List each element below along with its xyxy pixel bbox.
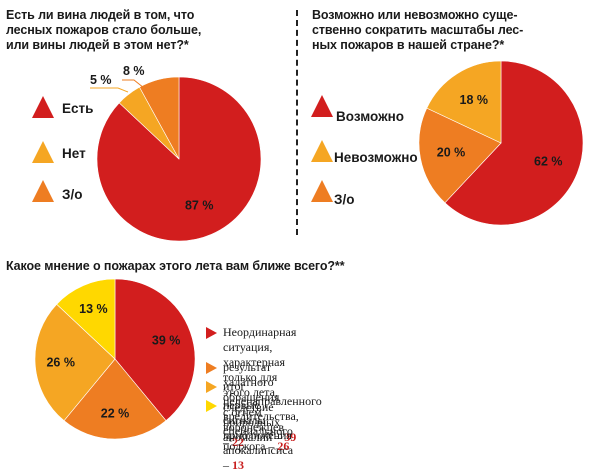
legend3-text: первые сигналы приближения апокалипсиса … bbox=[223, 398, 293, 473]
legend3-text: Неординарная ситуация, характерная тольк… bbox=[223, 325, 296, 445]
pie-chart-2: 62 % 20 % 18 % bbox=[418, 60, 584, 226]
pie2-label-0: 62 % bbox=[534, 155, 563, 169]
legend2-marker-impossible bbox=[311, 140, 333, 162]
legend2-label-possible: Возможно bbox=[336, 109, 405, 124]
pie2-label-2: 20 % bbox=[437, 146, 466, 160]
pie1-slice-2 bbox=[139, 76, 180, 160]
legend2-label-dk: З/о bbox=[334, 192, 355, 207]
chart2-title: Возможно или невозможно суще- ственно со… bbox=[312, 8, 524, 52]
pie2-slice-2 bbox=[418, 107, 502, 204]
pie3-slice-0 bbox=[114, 278, 196, 422]
legend1-marker-yes bbox=[32, 96, 54, 118]
legend1-label-yes: Есть bbox=[62, 101, 94, 116]
pie2-slice-1 bbox=[426, 60, 502, 144]
legend2-label-impossible: Невозможно bbox=[334, 150, 418, 165]
pie3-slice-3 bbox=[56, 278, 116, 360]
pie-chart-3: 39 % 22 % 26 % 13 % bbox=[34, 278, 196, 440]
pie3-label-3: 13 % bbox=[79, 302, 108, 316]
legend3-value: 39 bbox=[284, 430, 297, 444]
pie-chart-1: 87 % bbox=[96, 76, 262, 242]
legend3-line: следствие природных аномалий – bbox=[223, 400, 285, 444]
pie1-label-0: 87 % bbox=[185, 199, 214, 213]
legend3-marker bbox=[206, 400, 217, 412]
pie3-label-2: 26 % bbox=[46, 355, 75, 369]
legend2-marker-possible bbox=[311, 95, 333, 117]
pie2-slice-0 bbox=[444, 60, 584, 226]
legend1-label-dk: З/о bbox=[62, 187, 83, 202]
pie1-label-dk: 8 % bbox=[123, 64, 145, 78]
pie3-slice-1 bbox=[63, 358, 167, 440]
legend1-marker-dk bbox=[32, 180, 54, 202]
legend1-label-no: Нет bbox=[62, 146, 86, 161]
pie1-label-no: 5 % bbox=[90, 73, 112, 87]
chart3-title: Какое мнение о пожарах этого лета вам бл… bbox=[6, 259, 345, 273]
legend3-value: 22 bbox=[232, 435, 244, 449]
legend3-line: результат халатного обращения с огнем во… bbox=[223, 360, 285, 449]
pie2-label-1: 18 % bbox=[460, 93, 489, 107]
section-divider bbox=[296, 10, 298, 235]
legend3-marker bbox=[206, 362, 217, 374]
pie3-label-0: 39 % bbox=[152, 334, 181, 348]
legend3-marker bbox=[206, 381, 217, 393]
legend2-marker-dk bbox=[311, 180, 333, 202]
pie3-label-1: 22 % bbox=[101, 406, 130, 420]
legend3-marker bbox=[206, 327, 217, 339]
pie1-leader-lines bbox=[90, 79, 145, 93]
legend3-value: 13 bbox=[232, 458, 244, 472]
legend1-marker-no bbox=[32, 141, 54, 163]
legend3-line: Неординарная ситуация, характерная тольк… bbox=[223, 325, 297, 399]
pie3-slice-2 bbox=[34, 303, 116, 422]
legend3-text: результат халатного обращения с огнем во… bbox=[223, 360, 284, 450]
chart1-title: Есть ли вина людей в том, что лесных пож… bbox=[6, 8, 202, 52]
